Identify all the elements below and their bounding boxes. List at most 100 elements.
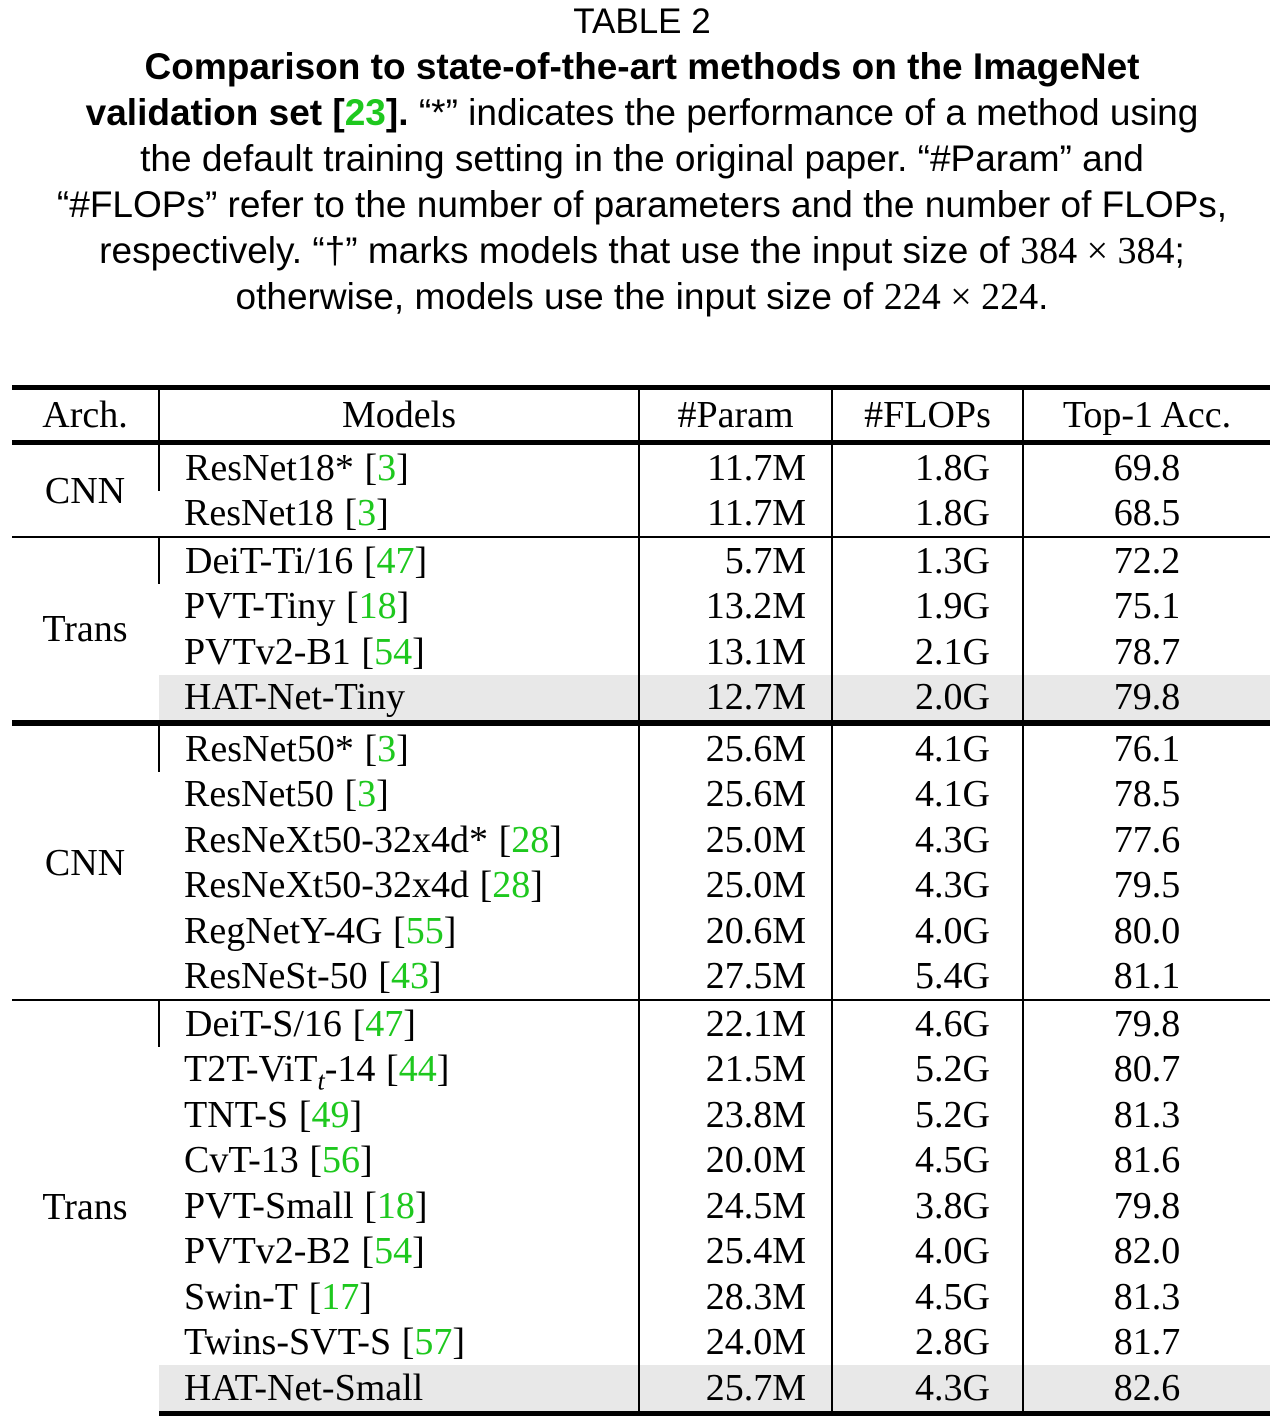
param-cell: 25.6M xyxy=(638,771,832,817)
acc-cell: 81.7 xyxy=(1022,1319,1270,1365)
citation[interactable]: 17 xyxy=(321,1275,360,1318)
citation[interactable]: 3 xyxy=(377,446,397,489)
bracket: [ xyxy=(363,539,377,582)
acc-cell: 82.0 xyxy=(1022,1228,1270,1274)
acc-cell: 68.5 xyxy=(1022,490,1270,537)
model-name: Twins-SVT-S xyxy=(184,1321,392,1364)
citation[interactable]: 56 xyxy=(322,1139,361,1182)
acc-cell: 72.2 xyxy=(1022,536,1270,584)
model-cell: PVT-Small [18] xyxy=(159,1183,639,1229)
bracket: [ xyxy=(308,1275,322,1318)
flops-cell: 4.5G xyxy=(831,1274,1023,1320)
caption-line: otherwise, models use the input size of 2… xyxy=(0,274,1284,320)
model-cell: DeiT-S/16 [47] xyxy=(158,999,639,1047)
bracket: ] xyxy=(530,864,543,907)
citation[interactable]: 3 xyxy=(357,492,377,535)
model-name: ResNet18 xyxy=(184,492,334,535)
param-cell: 25.6M xyxy=(638,720,832,772)
model-cell: RegNetY-4G [55] xyxy=(159,908,639,954)
acc-cell: 78.5 xyxy=(1022,771,1270,817)
citation[interactable]: 44 xyxy=(398,1048,437,1091)
citation[interactable]: 3 xyxy=(377,727,397,770)
column-header: Models xyxy=(158,385,639,445)
bracket: [ xyxy=(364,727,378,770)
bracket: [ xyxy=(298,1093,312,1136)
model-name: PVT-Tiny xyxy=(184,585,336,628)
acc-cell: 81.1 xyxy=(1022,953,1270,1000)
citation[interactable]: 49 xyxy=(311,1093,350,1136)
citation[interactable]: 23 xyxy=(344,92,386,133)
flops-cell: 5.2G xyxy=(831,1046,1023,1092)
bracket: [ xyxy=(344,773,358,816)
bracket: ] xyxy=(549,818,562,861)
flops-cell: 5.4G xyxy=(831,953,1023,1000)
caption-text: otherwise, models use the input size of xyxy=(235,276,874,317)
acc-cell: 81.3 xyxy=(1022,1092,1270,1138)
column-header: #Param xyxy=(638,385,832,445)
citation[interactable]: 47 xyxy=(376,539,415,582)
model-cell: PVTv2-B2 [54] xyxy=(159,1229,639,1275)
model-cell: ResNeXt50-32x4d [28] xyxy=(159,863,639,909)
flops-cell: 4.3G xyxy=(831,1365,1023,1416)
citation[interactable]: 55 xyxy=(405,909,444,952)
param-cell: 28.3M xyxy=(638,1274,832,1320)
caption-text: respectively. “†” marks models that use … xyxy=(99,230,1010,271)
citation[interactable]: 54 xyxy=(374,630,413,673)
table-row: PVT-Tiny [18] 13.2M 1.9G 75.1 xyxy=(12,583,1270,629)
flops-cell: 2.8G xyxy=(831,1319,1023,1365)
table-row: TNT-S [49] 23.8M 5.2G 81.3 xyxy=(12,1092,1270,1138)
citation[interactable]: 28 xyxy=(492,864,531,907)
acc-cell: 78.7 xyxy=(1022,629,1270,675)
bracket: ] xyxy=(376,492,389,535)
citation[interactable]: 47 xyxy=(365,1002,404,1045)
acc-cell: 82.6 xyxy=(1022,1365,1270,1416)
caption-text: ; xyxy=(1174,230,1185,271)
model-name: TNT-S xyxy=(184,1093,289,1136)
model-cell: DeiT-Ti/16 [47] xyxy=(158,536,639,584)
table-row: PVT-Small [18] 24.5M 3.8G 79.8 xyxy=(12,1183,1270,1229)
bracket: [ xyxy=(344,492,358,535)
param-cell: 25.0M xyxy=(638,862,832,908)
model-cell: T2T-ViTt-14 [44] xyxy=(159,1047,639,1094)
param-cell: 13.2M xyxy=(638,583,832,629)
table-row: HAT-Net-Tiny 12.7M 2.0G 79.8 xyxy=(12,674,1270,723)
model-cell: TNT-S [49] xyxy=(159,1092,639,1138)
citation[interactable]: 3 xyxy=(357,773,377,816)
citation[interactable]: 18 xyxy=(358,585,397,628)
caption-title: ]. xyxy=(385,92,409,133)
acc-cell: 75.1 xyxy=(1022,583,1270,629)
table-row: CNN ResNet18* [3] 11.7M 1.8G 69.8 xyxy=(12,442,1270,512)
citation[interactable]: 18 xyxy=(376,1184,415,1227)
table-row: HAT-Net-Small 25.7M 4.3G 82.6 xyxy=(12,1365,1270,1416)
caption-math: 384 × 384 xyxy=(1020,230,1175,272)
acc-cell: 79.8 xyxy=(1022,1183,1270,1229)
model-cell: ResNet18 [3] xyxy=(159,491,639,538)
table-row: ResNet50 [3] 25.6M 4.1G 78.5 xyxy=(12,771,1270,817)
bracket: ] xyxy=(428,955,442,998)
flops-cell: 3.8G xyxy=(831,1183,1023,1229)
citation[interactable]: 57 xyxy=(414,1321,453,1364)
citation[interactable]: 54 xyxy=(374,1230,413,1273)
model-name: Swin-T xyxy=(184,1275,298,1318)
param-cell: 20.0M xyxy=(638,1137,832,1183)
caption-line: respectively. “†” marks models that use … xyxy=(0,228,1284,274)
table-row: PVTv2-B2 [54] 25.4M 4.0G 82.0 xyxy=(12,1228,1270,1275)
citation[interactable]: 28 xyxy=(511,818,550,861)
table-row: Twins-SVT-S [57] 24.0M 2.8G 81.7 xyxy=(12,1319,1270,1365)
table-row: RegNetY-4G [55] 20.6M 4.0G 80.0 xyxy=(12,908,1270,954)
model-cell: HAT-Net-Small xyxy=(159,1365,639,1416)
acc-cell: 77.6 xyxy=(1022,817,1270,863)
model-name: HAT-Net-Tiny xyxy=(184,676,406,719)
citation[interactable]: 43 xyxy=(390,955,429,998)
bracket: ] xyxy=(396,727,409,770)
bracket: [ xyxy=(378,955,391,998)
arch-cell: Trans xyxy=(12,536,159,723)
bracket: ] xyxy=(412,1230,425,1273)
model-cell: ResNet18* [3] xyxy=(158,442,639,491)
model-name: DeiT-Ti/16 xyxy=(185,539,354,582)
param-cell: 25.4M xyxy=(638,1228,832,1274)
column-header: Arch. xyxy=(12,385,159,445)
caption-line: Comparison to state-of-the-art methods o… xyxy=(0,44,1284,90)
flops-cell: 1.8G xyxy=(831,490,1023,537)
